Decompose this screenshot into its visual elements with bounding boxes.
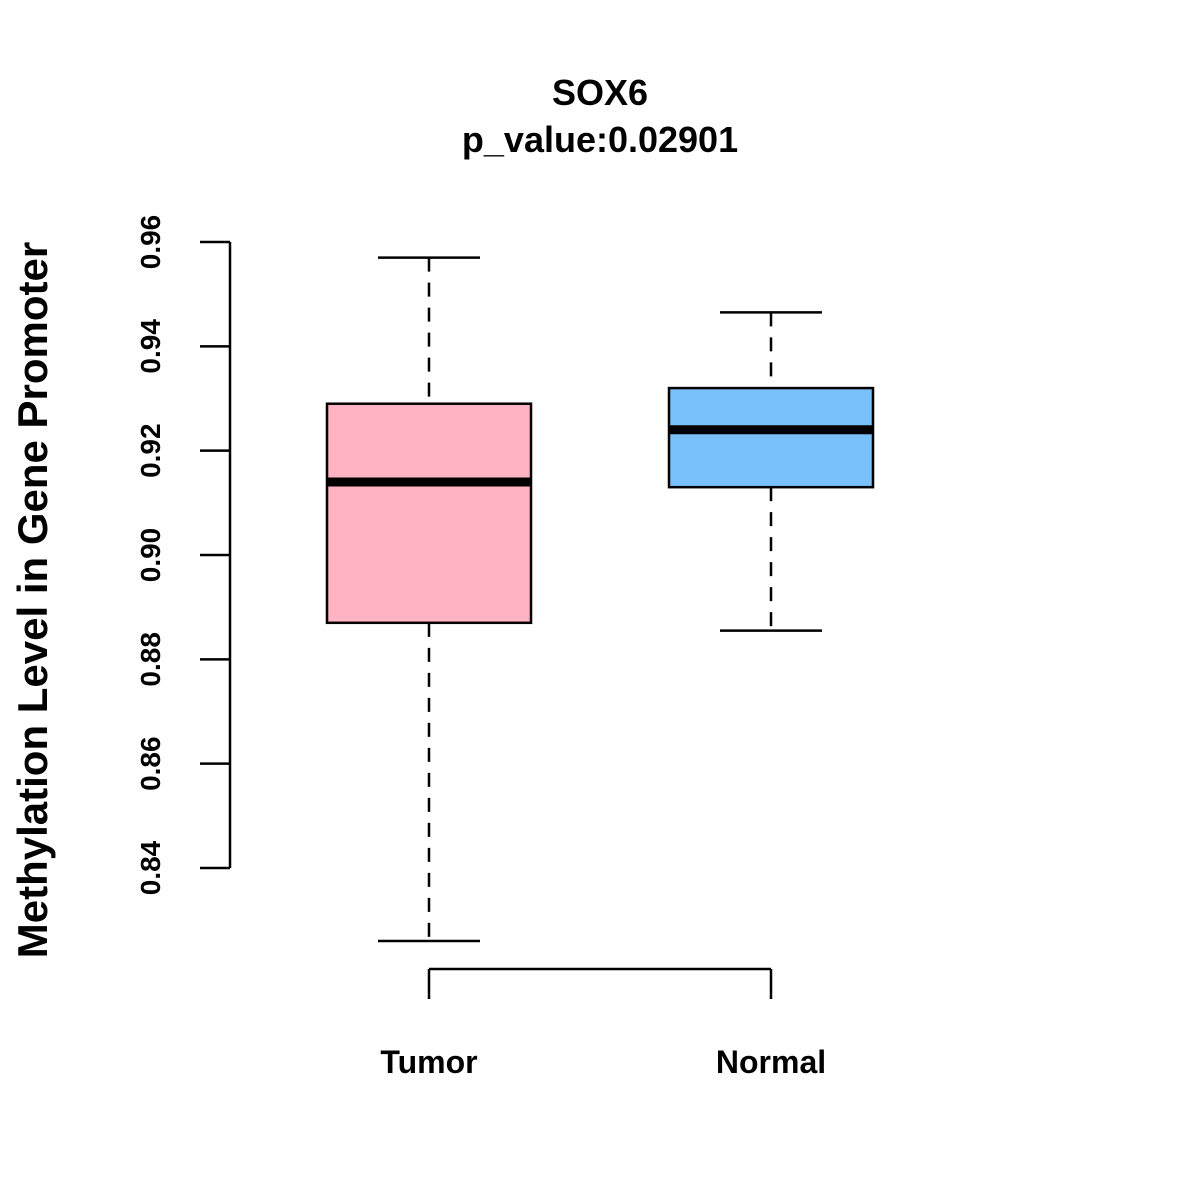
iqr-box [667, 386, 875, 489]
boxes-group [325, 256, 875, 943]
y-tick-label: 0.96 [135, 215, 166, 270]
y-tick-label: 0.92 [135, 423, 166, 478]
y-tick-label: 0.90 [135, 528, 166, 583]
y-axis: 0.84 0.86 0.88 0.90 0.92 0.94 0.96 [135, 215, 232, 895]
x-axis: Tumor Normal [380, 967, 826, 1080]
y-axis-label: Methylation Level in Gene Promoter [9, 242, 56, 958]
x-tick-label: Tumor [380, 1044, 477, 1080]
box-tumor [325, 256, 533, 943]
y-tick-label: 0.94 [135, 319, 166, 374]
x-tick-label: Normal [716, 1044, 826, 1080]
iqr-box [325, 402, 533, 625]
box-normal [667, 311, 875, 632]
chart-subtitle: p_value:0.02901 [462, 119, 738, 160]
y-tick-label: 0.84 [135, 840, 166, 895]
chart-title: SOX6 [552, 72, 648, 113]
y-tick-label: 0.86 [135, 736, 166, 791]
y-tick-label: 0.88 [135, 632, 166, 687]
